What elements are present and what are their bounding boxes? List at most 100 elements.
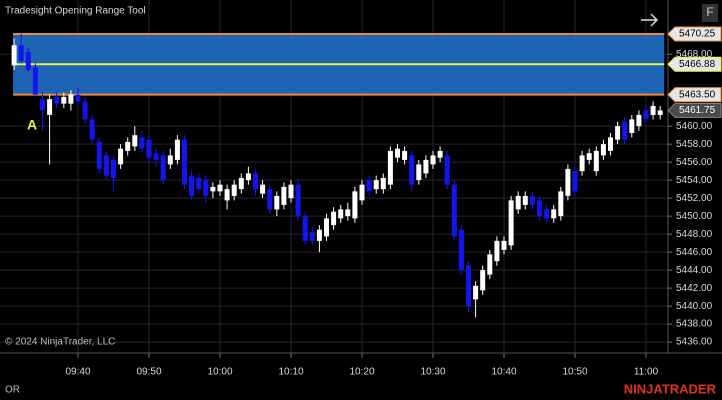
candle-body xyxy=(395,148,400,158)
y-tick-label: 5440.00 xyxy=(676,301,713,312)
candle-body xyxy=(529,195,535,205)
candle-body xyxy=(54,96,60,104)
y-tick-label: 5458.00 xyxy=(676,139,713,150)
candle-body xyxy=(47,99,53,115)
button-label[interactable]: F xyxy=(706,5,713,19)
candle-body xyxy=(458,229,464,271)
nav-arrow[interactable] xyxy=(641,13,659,27)
candle-body xyxy=(608,137,613,151)
candle-body xyxy=(153,153,159,160)
candle-body xyxy=(338,209,344,219)
candle-body xyxy=(423,159,429,174)
candle-body xyxy=(309,231,315,241)
candle-body xyxy=(82,101,88,120)
x-tick-label: 10:50 xyxy=(562,367,587,378)
x-tick-label: 09:50 xyxy=(136,367,161,378)
candle-body xyxy=(366,180,372,192)
candle-body xyxy=(629,119,635,133)
candle-body xyxy=(508,200,514,246)
candle-body xyxy=(551,209,557,219)
candle-body xyxy=(260,184,266,194)
candle-body xyxy=(174,139,180,160)
y-tick-label: 5436.00 xyxy=(676,337,713,348)
candle-body xyxy=(40,99,45,111)
candle-body xyxy=(182,139,187,185)
candle-body xyxy=(409,155,415,185)
candle-body xyxy=(600,144,606,156)
candle-body xyxy=(537,200,542,217)
y-tick-label: 5450.00 xyxy=(676,211,713,222)
candle-body xyxy=(167,155,173,165)
range-low-marker-bg xyxy=(667,87,722,103)
candle-body xyxy=(217,184,223,192)
candle-body xyxy=(231,184,237,196)
annotation: A xyxy=(27,117,37,133)
range-mid-marker-label: 5466.88 xyxy=(679,59,716,70)
candle-body xyxy=(196,177,202,190)
candle-body xyxy=(18,45,24,61)
range-mid-marker-bg xyxy=(667,56,722,72)
x-tick-label: 09:40 xyxy=(65,367,90,378)
y-tick-label: 5444.00 xyxy=(676,265,713,276)
candle-body xyxy=(203,180,209,196)
candle-body xyxy=(245,173,251,181)
candle-body xyxy=(288,184,294,199)
candle-body xyxy=(125,141,131,151)
candle-body xyxy=(111,159,116,178)
candle-body xyxy=(480,270,486,291)
candle-body xyxy=(324,218,329,237)
candle-body xyxy=(544,209,550,219)
range-low-marker-label: 5463.50 xyxy=(679,89,716,100)
candle-body xyxy=(466,265,471,307)
candle-body xyxy=(437,150,443,158)
candle-body xyxy=(25,51,31,70)
x-tick-label: 10:20 xyxy=(349,367,374,378)
x-tick-label: 11:00 xyxy=(634,367,659,378)
candle-body xyxy=(11,45,17,66)
y-tick-label: 5438.00 xyxy=(676,319,713,330)
candle-body xyxy=(643,110,649,120)
candle-body xyxy=(387,150,393,185)
candle-body xyxy=(210,186,216,192)
candle-body xyxy=(487,254,493,275)
axes: 5436.00 5438.00 5440.00 5442.00 5444.00 5446.… xyxy=(0,0,722,378)
y-tick-label: 5456.00 xyxy=(676,157,713,168)
candle-body xyxy=(451,184,457,237)
candle-body xyxy=(68,94,74,104)
arrow-icon xyxy=(641,13,659,27)
candle-body xyxy=(352,191,358,219)
candle-body xyxy=(224,189,230,201)
candle-body xyxy=(146,139,152,158)
candle-body xyxy=(302,216,308,241)
candle-body xyxy=(331,211,337,226)
candle-body xyxy=(61,96,67,104)
candle-body xyxy=(160,155,166,181)
logo: NINJATRADER xyxy=(624,381,717,396)
last-price-marker-label: 5461.75 xyxy=(679,105,716,116)
button-bg[interactable] xyxy=(702,4,718,22)
candle-body xyxy=(238,177,244,190)
candle-body xyxy=(650,105,656,115)
candle-body xyxy=(572,171,578,192)
candle-body xyxy=(636,114,642,127)
candle-body xyxy=(558,191,564,217)
y-tick-label: 5454.00 xyxy=(676,175,713,186)
candle-body xyxy=(586,153,592,160)
candle-body xyxy=(593,150,599,172)
candle-body xyxy=(522,195,528,205)
y-tick-label: 5446.00 xyxy=(676,247,713,258)
candle-body xyxy=(345,209,351,217)
candle-body xyxy=(89,119,95,140)
candle-body xyxy=(473,285,479,300)
y-tick-label: 5448.00 xyxy=(676,229,713,240)
candle-body xyxy=(253,173,258,190)
y-tick-label: 5468.00 xyxy=(676,49,713,60)
candle-body xyxy=(96,141,102,169)
candle-body xyxy=(103,155,109,176)
y-tick-label: 5442.00 xyxy=(676,283,713,294)
candle-body xyxy=(494,240,500,262)
y-tick-label: 5460.00 xyxy=(676,121,713,132)
x-tick-label: 10:00 xyxy=(207,367,232,378)
candle-body xyxy=(622,121,628,140)
footer-label: OR xyxy=(5,385,20,396)
